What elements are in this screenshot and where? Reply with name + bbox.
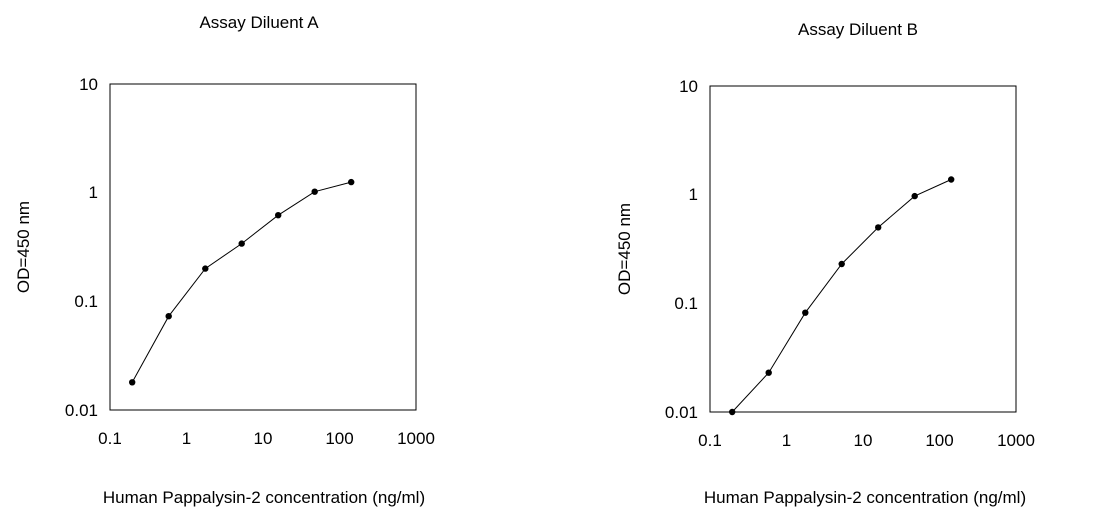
chart-a-xtick-label: 0.1 (98, 429, 122, 448)
chart-b-data-point (948, 176, 955, 183)
chart-b: Assay Diluent B 0.01 0.1 1 10 0.1 1 10 1… (615, 20, 1035, 507)
chart-b-xtick-label: 10 (854, 431, 873, 450)
chart-a-data-point (202, 265, 209, 272)
chart-a-series-line (131, 181, 352, 383)
chart-b-plot-frame (709, 85, 1017, 413)
chart-a-xtick-label: 10 (254, 429, 273, 448)
chart-a-data-point (275, 212, 282, 219)
chart-b-ytick-label: 10 (679, 77, 698, 96)
chart-a-x-axis-label: Human Pappalysin-2 concentration (ng/ml) (103, 488, 425, 507)
chart-b-data-point (802, 309, 809, 316)
chart-b-x-axis-label: Human Pappalysin-2 concentration (ng/ml) (704, 488, 1026, 507)
chart-a-title: Assay Diluent A (199, 13, 319, 32)
chart-a-xtick-label: 1000 (397, 429, 435, 448)
chart-a-data-point (348, 178, 355, 186)
chart-a-ytick-label: 0.01 (65, 401, 98, 420)
chart-b-xtick-label: 1 (782, 431, 791, 450)
chart-b-x-tick-labels: 0.1 1 10 100 1000 (698, 431, 1035, 450)
chart-a-marks (129, 178, 355, 386)
chart-a-data-point (165, 313, 172, 320)
chart-a-ytick-label: 10 (79, 75, 98, 94)
chart-b-data-point (729, 408, 736, 416)
chart-a-y-axis-label: OD=450 nm (14, 201, 33, 293)
chart-a-xtick-label: 100 (325, 429, 353, 448)
chart-b-y-tick-labels: 0.01 0.1 1 10 (665, 77, 698, 422)
chart-a-data-point (129, 379, 136, 386)
chart-a-x-tick-labels: 0.1 1 10 100 1000 (98, 429, 435, 448)
chart-b-xtick-label: 100 (925, 431, 953, 450)
chart-b-xtick-label: 1000 (997, 431, 1035, 450)
chart-b-xtick-label: 0.1 (698, 431, 722, 450)
chart-b-ytick-label: 0.1 (674, 294, 698, 313)
chart-a-y-tick-labels: 0.01 0.1 1 10 (65, 75, 98, 420)
chart-b-series-line (731, 179, 952, 413)
chart-b-ytick-label: 1 (689, 185, 698, 204)
chart-b-data-point (875, 224, 882, 231)
chart-b-y-axis-label: OD=450 nm (615, 203, 634, 295)
chart-a-ytick-label: 0.1 (74, 292, 98, 311)
chart-b-data-point (838, 260, 845, 268)
chart-a-ytick-label: 1 (89, 183, 98, 202)
chart-b-data-point (765, 369, 772, 376)
chart-a-data-point (238, 240, 245, 247)
chart-b-title: Assay Diluent B (798, 20, 918, 39)
chart-a-plot-frame (109, 83, 417, 411)
chart-a: Assay Diluent A 0.01 0.1 1 10 0.1 1 10 1… (14, 13, 435, 507)
chart-b-data-point (911, 192, 918, 200)
chart-a-xtick-label: 1 (182, 429, 191, 448)
chart-a-data-point (311, 188, 318, 195)
chart-b-marks (729, 176, 955, 416)
chart-b-ytick-label: 0.01 (665, 403, 698, 422)
